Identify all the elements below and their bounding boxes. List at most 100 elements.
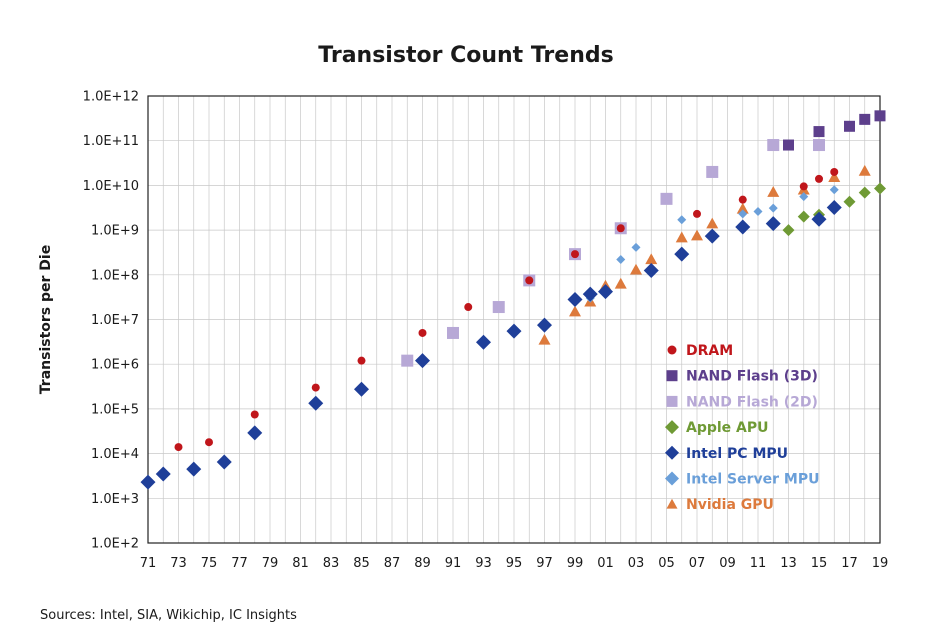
x-tick-label: 73 [170,556,187,571]
y-axis-label: Transistors per Die [38,245,54,394]
point-dram [174,443,183,452]
point-intel-pc-mpu [765,216,781,232]
point-nvidia-gpu [736,202,749,214]
point-dram [311,383,320,392]
point-intel-pc-mpu [811,211,827,227]
point-apple-apu [782,224,795,237]
point-nand-flash-3d [874,110,886,122]
point-dram [571,250,579,259]
point-apple-apu [858,186,871,199]
point-intel-pc-mpu [735,219,751,235]
point-intel-server-mpu [738,209,748,219]
point-nand-flash-2d [767,139,780,152]
y-tick-label: 1.0E+3 [91,492,139,507]
y-tick-label: 1.0E+5 [91,402,139,417]
point-intel-pc-mpu [674,246,690,262]
data-marks [140,110,886,490]
point-intel-pc-mpu [826,200,842,216]
point-nand-flash-2d [813,139,825,152]
plot-frame [147,95,881,544]
legend-marker-apple-apu [665,420,679,435]
point-dram [693,209,701,218]
x-tick-label: 89 [414,556,431,571]
point-nvidia-gpu [767,186,780,197]
point-intel-pc-mpu [643,262,659,278]
y-tick-label: 1.0E+7 [91,313,139,328]
point-dram [616,224,625,233]
x-tick-label: 97 [536,556,553,571]
x-tick-label: 11 [750,556,767,571]
x-tick-label: 81 [292,556,309,571]
series-intel-pc-mpu [140,200,842,490]
y-tick-label: 1.0E+4 [91,447,139,462]
legend-label-dram: DRAM [686,343,733,359]
point-apple-apu [874,182,886,195]
point-dram [815,174,823,183]
x-tick-label: 87 [384,556,401,571]
y-tick-label: 1.0E+9 [91,224,139,239]
y-tick-label: 1.0E+12 [83,90,139,105]
series-nvidia-gpu [538,164,871,345]
x-tick-label: 93 [475,556,492,571]
legend: DRAM NAND Flash (3D) NAND Flash (2D) Apple … [665,343,819,513]
point-nvidia-gpu [858,164,871,176]
x-tick-label: 99 [567,556,584,571]
point-dram [250,410,259,419]
legend-label-nand-flash-3d: NAND Flash (3D) [686,369,818,385]
x-tick-label: 15 [811,556,828,571]
grid-layer [147,95,881,544]
point-intel-pc-mpu [247,425,263,441]
legend-label-intel-pc-mpu: Intel PC MPU [686,446,788,462]
point-intel-server-mpu [631,242,641,252]
point-intel-server-mpu [768,203,778,213]
x-tick-label: 13 [780,556,797,571]
x-tick-label: 95 [506,556,523,571]
point-dram [418,328,427,337]
point-dram [464,303,473,312]
point-intel-server-mpu [829,185,839,195]
source-note: Sources: Intel, SIA, Wikichip, IC Insigh… [40,608,297,623]
x-tick-label: 77 [231,556,248,571]
x-tick-label: 05 [658,556,675,571]
point-nvidia-gpu [675,231,688,243]
point-nand-flash-2d [660,192,673,205]
point-intel-server-mpu [799,192,809,202]
point-dram [830,167,839,176]
x-tick-label: 17 [841,556,858,571]
point-nvidia-gpu [706,217,719,229]
point-nvidia-gpu [645,253,658,265]
point-intel-pc-mpu [704,228,720,244]
point-intel-pc-mpu [415,353,430,369]
point-nand-flash-3d [783,139,794,151]
legend-label-apple-apu: Apple APU [686,420,769,436]
point-nvidia-gpu [538,333,551,345]
legend-marker-intel-pc-mpu [665,445,679,460]
y-tick-label: 1.0E+6 [91,358,139,373]
legend-marker-nand-flash-2d [666,395,678,407]
point-intel-pc-mpu [140,474,156,490]
point-nand-flash-2d [706,165,719,178]
y-tick-label: 1.0E+10 [83,179,139,194]
point-nand-flash-2d [401,354,414,367]
x-tick-label: 91 [445,556,462,571]
point-intel-pc-mpu [476,334,491,350]
point-nvidia-gpu [569,305,581,317]
point-intel-pc-mpu [582,286,598,302]
point-dram [738,195,747,204]
x-tick-label: 07 [689,556,706,571]
point-nand-flash-3d [859,113,871,125]
x-tick-label: 85 [353,556,370,571]
point-intel-pc-mpu [216,454,232,470]
point-intel-pc-mpu [598,284,613,300]
point-intel-pc-mpu [537,317,552,333]
x-tick-label: 71 [140,556,157,571]
point-intel-server-mpu [677,215,687,225]
point-nand-flash-2d [492,301,505,314]
point-intel-pc-mpu [506,323,522,339]
point-intel-server-mpu [616,254,626,264]
point-dram [205,438,213,447]
point-intel-pc-mpu [155,466,171,482]
point-nvidia-gpu [614,277,627,289]
point-intel-pc-mpu [308,395,324,411]
